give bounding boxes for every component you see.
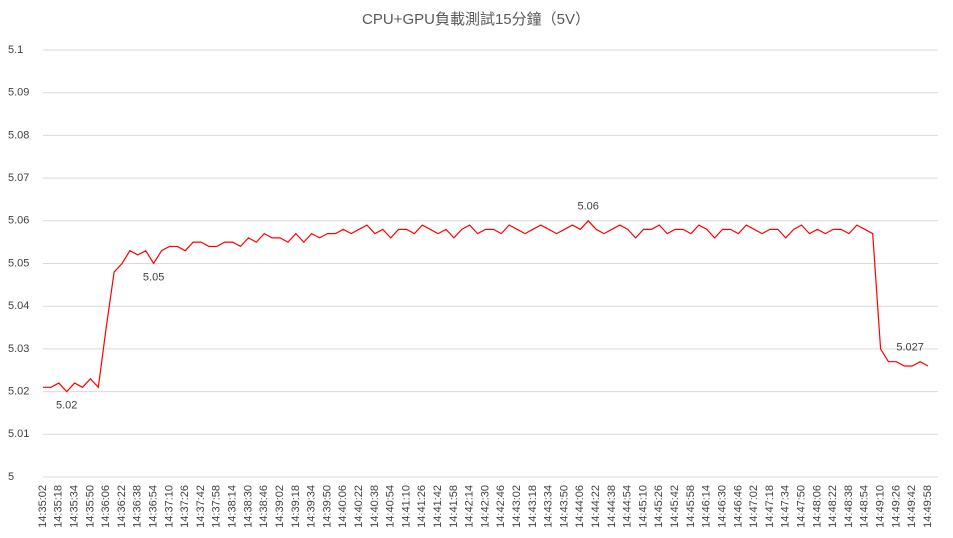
x-tick-label: 14:47:02 <box>748 485 760 528</box>
x-tick-label: 14:40:06 <box>337 485 349 528</box>
x-tick-label: 14:35:18 <box>53 485 65 528</box>
x-tick-label: 14:39:02 <box>274 485 286 528</box>
x-tick-label: 14:38:46 <box>258 485 270 528</box>
y-tick-label: 5 <box>8 471 14 483</box>
x-tick-label: 14:36:22 <box>116 485 128 528</box>
x-tick-label: 14:44:22 <box>590 485 602 528</box>
x-tick-label: 14:37:42 <box>195 485 207 528</box>
chart-title: CPU+GPU負載測試15分鐘（5V） <box>362 11 590 28</box>
x-tick-label: 14:45:26 <box>653 485 665 528</box>
x-tick-label: 14:42:30 <box>479 485 491 528</box>
x-tick-label: 14:41:42 <box>432 485 444 528</box>
x-tick-label: 14:45:58 <box>685 485 697 528</box>
x-tick-label: 14:40:38 <box>369 485 381 528</box>
x-tick-label: 14:44:54 <box>622 485 634 528</box>
x-tick-label: 14:44:06 <box>574 485 586 528</box>
x-tick-label: 14:37:10 <box>163 485 175 528</box>
x-tick-label: 14:37:58 <box>211 485 223 528</box>
x-tick-label: 14:43:50 <box>558 485 570 528</box>
x-tick-label: 14:39:50 <box>321 485 333 528</box>
x-tick-label: 14:49:58 <box>922 485 934 528</box>
x-tick-label: 14:49:42 <box>906 485 918 528</box>
x-tick-label: 14:36:06 <box>100 485 112 528</box>
x-tick-label: 14:45:42 <box>669 485 681 528</box>
y-tick-label: 5.01 <box>8 428 29 440</box>
data-label: 5.027 <box>896 342 924 354</box>
data-label: 5.02 <box>56 400 77 412</box>
x-tick-label: 14:36:38 <box>132 485 144 528</box>
x-tick-label: 14:43:34 <box>543 485 555 528</box>
y-tick-label: 5.04 <box>8 300 29 312</box>
x-tick-label: 14:38:14 <box>227 485 239 528</box>
x-tick-label: 14:41:10 <box>400 485 412 528</box>
x-tick-label: 14:35:34 <box>69 485 81 528</box>
x-tick-label: 14:47:34 <box>780 485 792 528</box>
x-tick-label: 14:48:54 <box>859 485 871 528</box>
x-tick-label: 14:35:02 <box>37 485 49 528</box>
x-tick-label: 14:39:18 <box>290 485 302 528</box>
x-tick-label: 14:41:58 <box>448 485 460 528</box>
data-label: 5.05 <box>143 271 164 283</box>
x-tick-label: 14:42:46 <box>495 485 507 528</box>
x-tick-label: 14:43:02 <box>511 485 523 528</box>
x-tick-label: 14:48:06 <box>811 485 823 528</box>
data-label: 5.06 <box>578 201 599 213</box>
y-tick-label: 5.05 <box>8 257 29 269</box>
x-tick-label: 14:44:38 <box>606 485 618 528</box>
x-tick-label: 14:39:34 <box>306 485 318 528</box>
x-tick-label: 14:48:38 <box>843 485 855 528</box>
y-tick-label: 5.02 <box>8 386 29 398</box>
x-tick-label: 14:40:54 <box>385 485 397 528</box>
x-tick-label: 14:36:54 <box>148 485 160 528</box>
x-tick-label: 14:45:10 <box>637 485 649 528</box>
x-tick-label: 14:46:14 <box>701 485 713 528</box>
x-tick-label: 14:40:22 <box>353 485 365 528</box>
y-tick-label: 5.03 <box>8 343 29 355</box>
data-line <box>43 219 929 393</box>
x-tick-label: 14:38:30 <box>242 485 254 528</box>
x-tick-label: 14:47:18 <box>764 485 776 528</box>
x-tick-label: 14:41:26 <box>416 485 428 528</box>
x-tick-label: 14:49:10 <box>874 485 886 528</box>
y-tick-label: 5.06 <box>8 215 29 227</box>
y-tick-label: 5.1 <box>8 44 23 56</box>
y-tick-label: 5.09 <box>8 87 29 99</box>
x-tick-label: 14:48:22 <box>827 485 839 528</box>
y-tick-label: 5.08 <box>8 129 29 141</box>
x-tick-label: 14:42:14 <box>464 485 476 528</box>
y-tick-label: 5.07 <box>8 172 29 184</box>
x-tick-label: 14:46:30 <box>716 485 728 528</box>
x-tick-label: 14:43:18 <box>527 485 539 528</box>
x-tick-label: 14:35:50 <box>84 485 96 528</box>
x-tick-label: 14:37:26 <box>179 485 191 528</box>
x-tick-label: 14:47:50 <box>795 485 807 528</box>
x-tick-label: 14:49:26 <box>890 485 902 528</box>
x-tick-label: 14:46:46 <box>732 485 744 528</box>
